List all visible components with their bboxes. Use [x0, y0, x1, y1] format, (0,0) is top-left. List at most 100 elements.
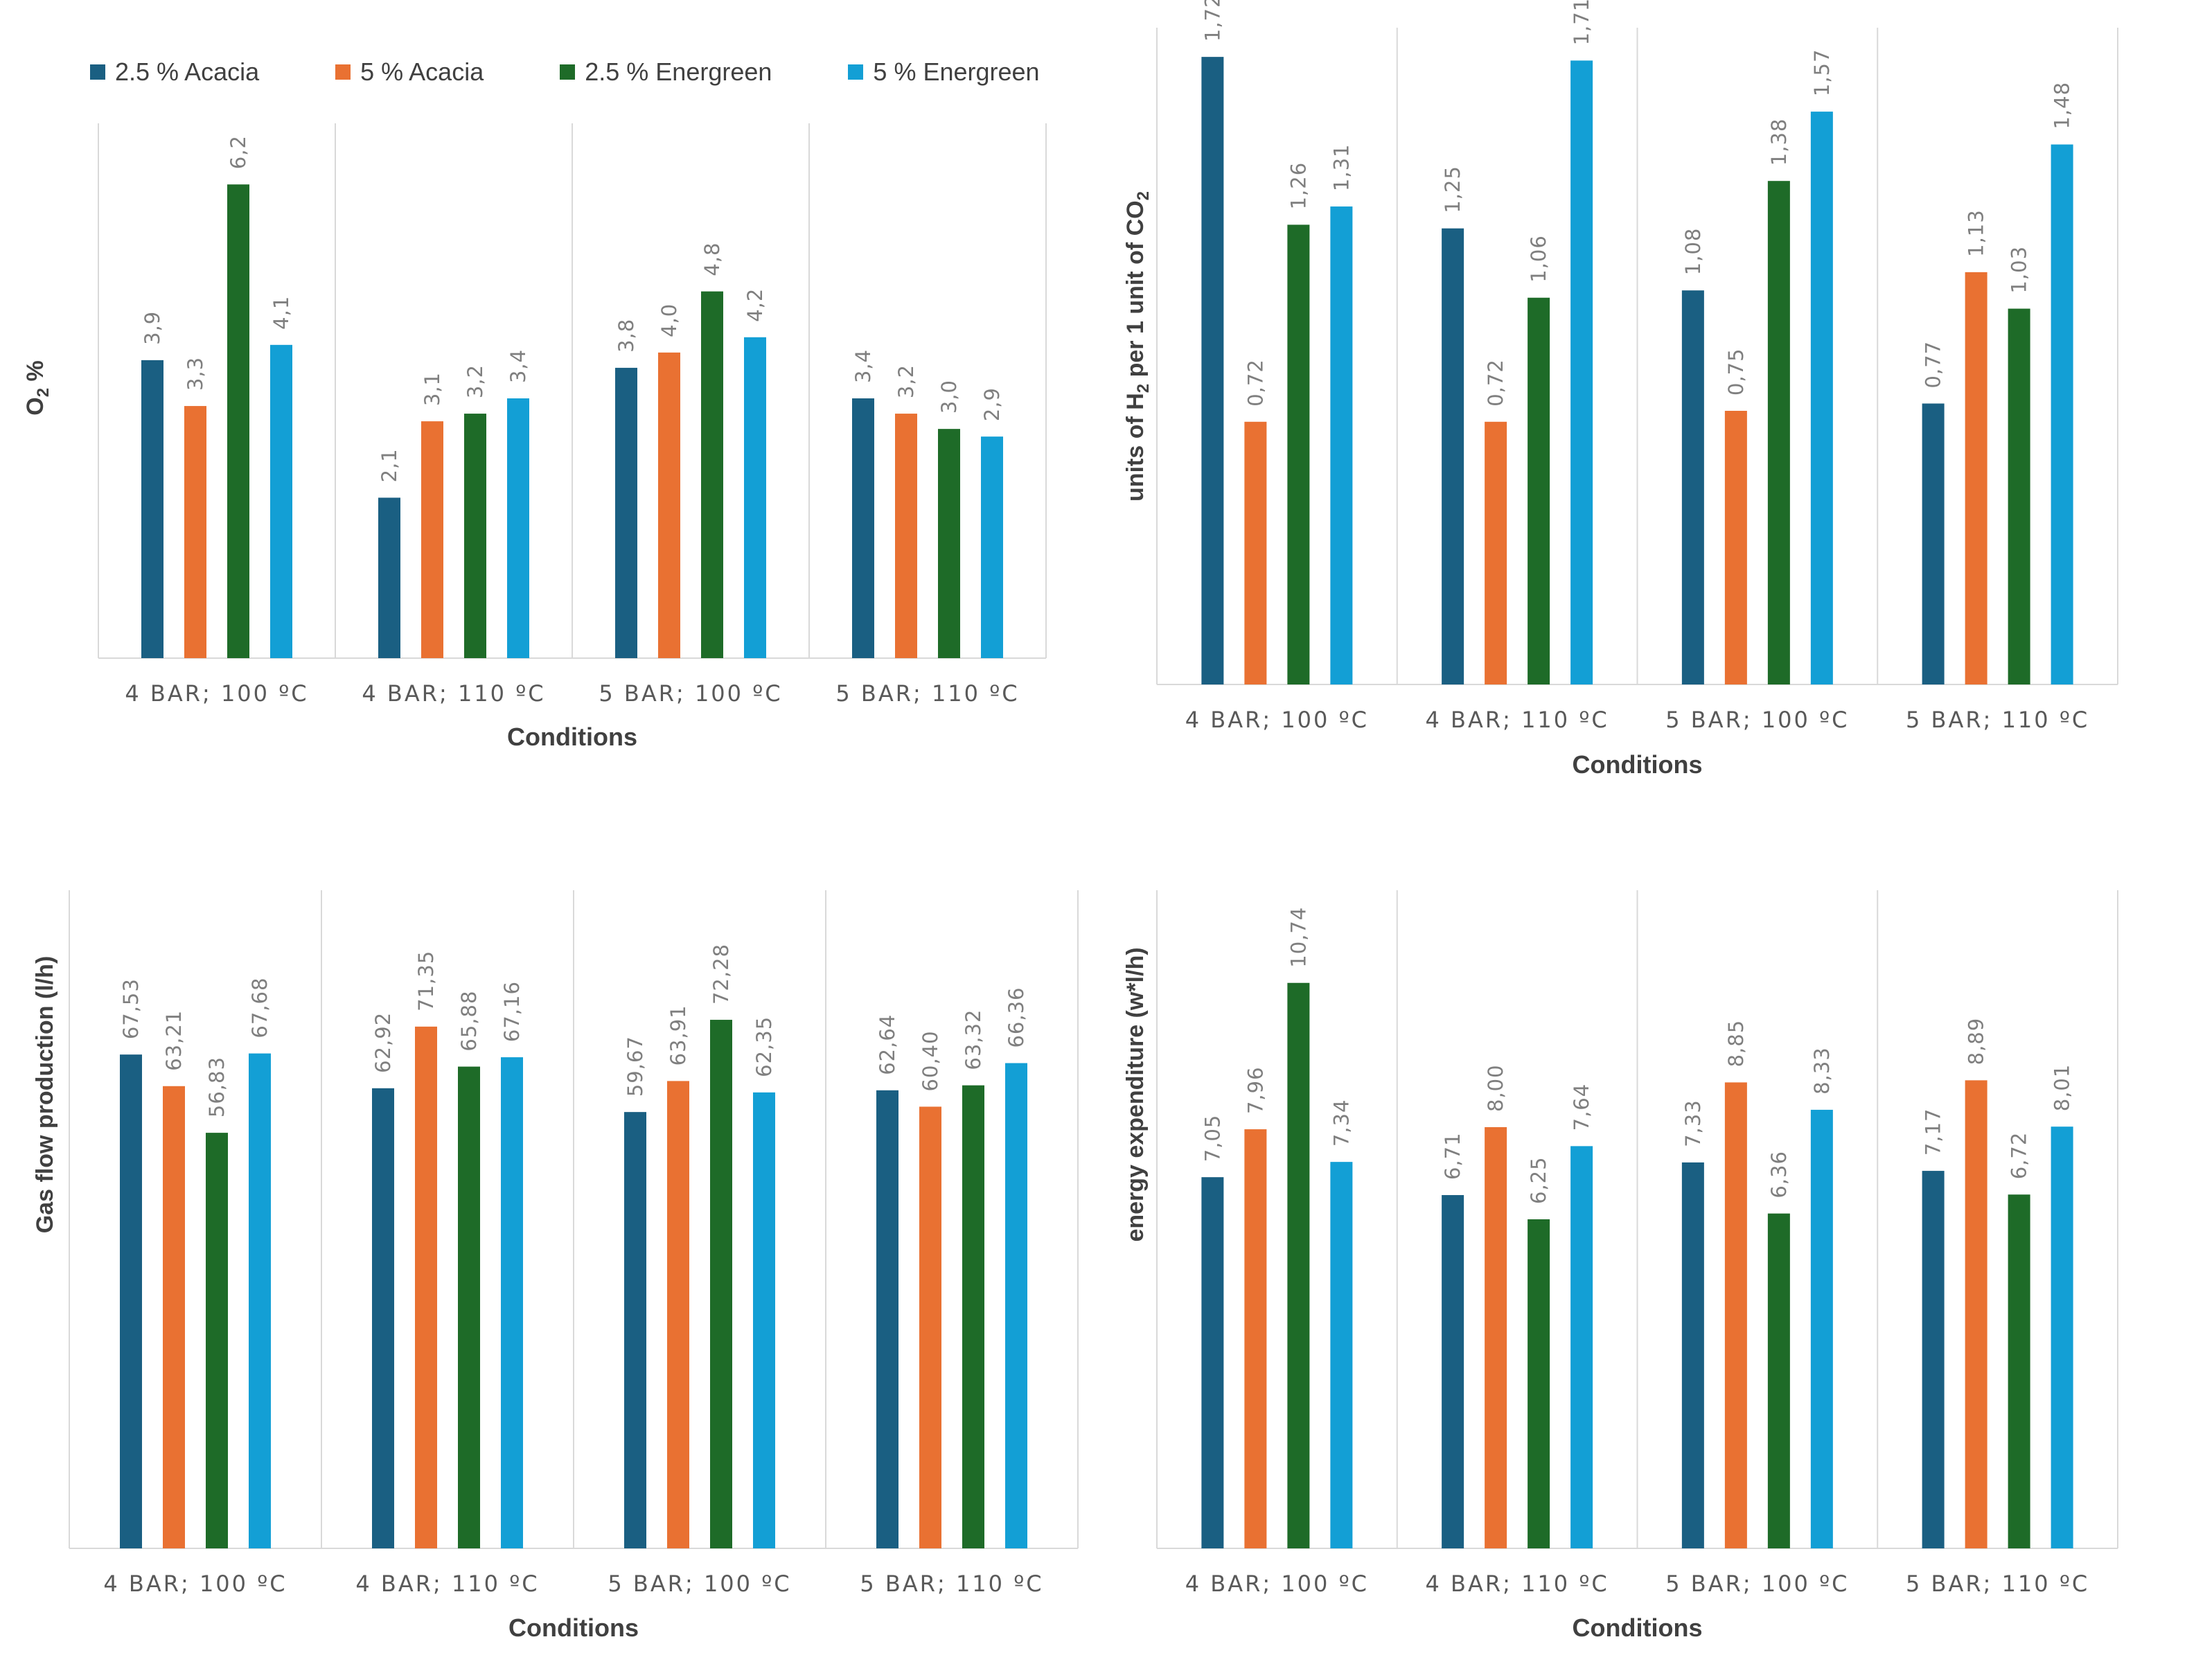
legend-label: 5 % Acacia — [360, 58, 484, 86]
bar — [1922, 403, 1945, 684]
data-label: 0,72 — [1243, 359, 1267, 407]
bar — [249, 1053, 271, 1548]
data-label: 2,1 — [378, 448, 401, 482]
bar — [1485, 421, 1507, 684]
data-label: 63,32 — [962, 1009, 985, 1070]
data-label: 72,28 — [709, 944, 733, 1005]
data-label: 67,53 — [119, 978, 143, 1039]
data-label: 6,2 — [227, 135, 250, 169]
data-label: 10,74 — [1286, 907, 1310, 968]
data-label: 0,72 — [1484, 359, 1507, 407]
data-label: 63,91 — [666, 1005, 690, 1066]
bar — [1287, 982, 1310, 1548]
bar — [1201, 57, 1224, 685]
bar — [1528, 1219, 1550, 1548]
data-label: 0,75 — [1724, 348, 1748, 396]
data-label: 3,1 — [420, 372, 444, 406]
x-axis-title: Conditions — [1573, 750, 1703, 779]
bar — [1922, 1171, 1945, 1548]
data-label: 62,64 — [876, 1014, 899, 1075]
x-tick-label: 5 BAR; 110 ºC — [835, 680, 1019, 707]
x-tick-label: 5 BAR; 100 ºC — [599, 680, 782, 707]
data-label: 4,0 — [657, 303, 681, 337]
data-label: 3,2 — [463, 364, 487, 398]
data-label: 67,68 — [248, 978, 272, 1038]
bar — [2008, 1194, 2030, 1548]
x-tick-label: 5 BAR; 100 ºC — [1665, 1571, 1849, 1597]
bar — [1244, 421, 1267, 684]
bar — [184, 406, 206, 658]
x-axis-title: Conditions — [1573, 1613, 1703, 1642]
bar — [2051, 144, 2073, 685]
legend: 2.5 % Acacia 5 % Acacia 2.5 % Energreen … — [90, 51, 1116, 93]
data-label: 3,4 — [506, 349, 530, 383]
data-label: 1,72 — [1201, 0, 1224, 42]
data-label: 6,71 — [1441, 1132, 1464, 1180]
data-label: 6,25 — [1527, 1156, 1550, 1204]
bar — [852, 398, 874, 658]
bar — [981, 436, 1003, 658]
legend-swatch — [90, 64, 105, 80]
x-tick-label: 5 BAR; 110 ºC — [860, 1571, 1043, 1597]
bar — [624, 1112, 646, 1548]
x-tick-label: 4 BAR; 100 ºC — [1185, 1571, 1369, 1597]
data-label: 67,16 — [500, 981, 524, 1042]
legend-swatch — [848, 64, 864, 80]
bar — [1570, 1146, 1593, 1548]
x-tick-label: 4 BAR; 110 ºC — [362, 680, 545, 707]
x-tick-label: 5 BAR; 110 ºC — [1906, 1571, 2089, 1597]
data-label: 7,64 — [1570, 1084, 1593, 1131]
data-label: 3,4 — [851, 349, 875, 383]
bar — [876, 1090, 898, 1548]
legend-swatch — [560, 64, 576, 80]
bar — [1005, 1063, 1027, 1548]
bar — [701, 291, 723, 659]
data-label: 8,00 — [1484, 1064, 1507, 1112]
bar — [1330, 206, 1353, 685]
x-axis-title: Conditions — [508, 1613, 639, 1642]
bar — [2051, 1126, 2073, 1548]
x-tick-label: 4 BAR; 100 ºC — [125, 680, 308, 707]
bar — [1244, 1129, 1267, 1548]
legend-label: 5 % Energreen — [873, 58, 1040, 86]
legend-label: 2.5 % Acacia — [115, 58, 260, 86]
bar — [1528, 297, 1550, 684]
data-label: 7,96 — [1243, 1066, 1267, 1114]
data-label: 1,25 — [1441, 166, 1464, 213]
data-label: 60,40 — [919, 1030, 942, 1091]
bar — [1442, 1195, 1464, 1548]
legend-swatch — [335, 64, 351, 80]
bar — [962, 1085, 984, 1548]
bar — [507, 398, 529, 658]
data-label: 0,77 — [1922, 341, 1945, 389]
data-label: 1,13 — [1965, 209, 1988, 257]
bar — [658, 352, 680, 658]
x-tick-label: 4 BAR; 100 ºC — [1185, 707, 1369, 733]
data-label: 1,31 — [1329, 143, 1353, 191]
bar — [1570, 60, 1593, 684]
data-label: 8,85 — [1724, 1020, 1748, 1068]
legend-item-energreen-5: 5 % Energreen — [848, 58, 1040, 87]
data-label: 3,0 — [937, 380, 961, 414]
bar — [1287, 224, 1310, 684]
bar — [270, 344, 292, 658]
bar — [1724, 1082, 1747, 1548]
bar — [1965, 1080, 1987, 1548]
data-label: 8,33 — [1810, 1047, 1834, 1095]
data-label: 6,72 — [2008, 1132, 2031, 1180]
bar — [895, 414, 917, 658]
data-label: 1,06 — [1527, 235, 1550, 283]
bar — [667, 1081, 689, 1548]
legend-item-acacia-5: 5 % Acacia — [335, 58, 484, 87]
legend-item-energreen-2-5: 2.5 % Energreen — [560, 58, 772, 87]
data-label: 4,2 — [743, 288, 767, 322]
x-tick-label: 4 BAR; 110 ºC — [1426, 707, 1609, 733]
data-label: 6,36 — [1767, 1151, 1791, 1199]
bar — [458, 1066, 480, 1548]
bar — [227, 184, 249, 658]
data-label: 71,35 — [414, 950, 438, 1011]
bar — [1724, 411, 1747, 684]
bar — [372, 1088, 394, 1548]
